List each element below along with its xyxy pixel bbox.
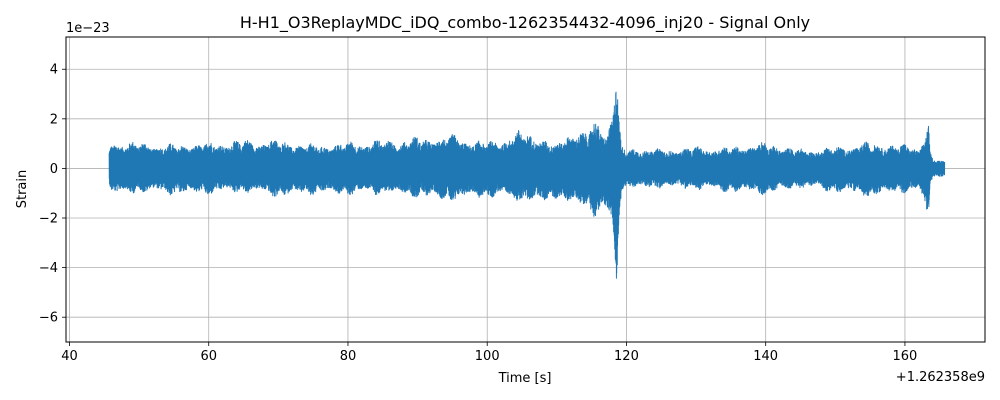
y-tick-label: 0 [50, 162, 58, 177]
signal-series [108, 91, 946, 279]
chart-title: H-H1_O3ReplayMDC_iDQ_combo-1262354432-40… [240, 13, 810, 33]
y-tick-label: 4 [50, 63, 58, 78]
x-axis-ticks: 40 60 80 100 120 140 160 [61, 342, 917, 364]
y-axis-ticks: −6 −4 −2 0 2 4 [39, 63, 66, 326]
x-tick-label: 80 [340, 349, 357, 364]
x-axis-label: Time [s] [498, 371, 552, 386]
x-offset-label: +1.262358e9 [896, 370, 985, 385]
y-tick-label: −6 [39, 311, 58, 326]
y-tick-label: −2 [39, 212, 58, 227]
y-axis-label: Strain [15, 170, 30, 209]
x-tick-label: 120 [614, 349, 639, 364]
y-tick-label: 2 [50, 112, 58, 127]
x-tick-label: 160 [893, 349, 918, 364]
x-tick-label: 40 [61, 349, 78, 364]
plot-frame [65, 36, 986, 343]
x-tick-label: 60 [200, 349, 217, 364]
x-tick-label: 100 [475, 349, 500, 364]
x-tick-label: 140 [753, 349, 778, 364]
signal-line [108, 91, 946, 279]
y-scale-label: 1e−23 [66, 21, 110, 36]
y-tick-label: −4 [39, 261, 58, 276]
